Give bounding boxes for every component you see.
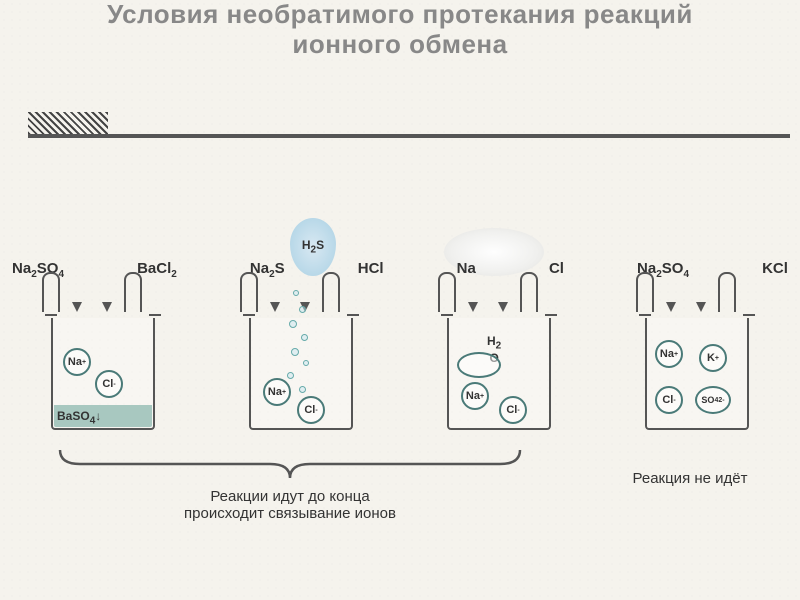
beaker-2: Na+ Cl- [230, 300, 372, 430]
beaker-row: BaSO4↓ Na+ Cl- Na+ Cl- [0, 300, 800, 430]
caption-left: Реакции идут до конца происходит связыва… [50, 488, 530, 522]
ion-cl: Cl- [297, 396, 325, 424]
title-divider [28, 134, 790, 138]
beaker-lip [243, 314, 255, 316]
reagent-3a: Na [457, 260, 476, 280]
beaker-3: H2O Na+ Cl- [428, 300, 570, 430]
ion-cl: Cl- [95, 370, 123, 398]
brace-icon [50, 450, 530, 480]
title-hatching [28, 112, 108, 134]
gas-label: H2S [302, 238, 324, 255]
ion-na: Na+ [461, 382, 489, 410]
ion-cl: Cl- [655, 386, 683, 414]
reagent-4b: KCl [762, 260, 788, 280]
ion-na: Na+ [263, 378, 291, 406]
caption-left-line2: происходит связывание ионов [184, 505, 396, 522]
beaker-lip [441, 314, 453, 316]
caption-right: Реакция не идёт [590, 470, 790, 487]
ion-na: Na+ [655, 340, 683, 368]
beaker-4: Na+ K+ Cl- SO42- [626, 300, 768, 430]
caption-left-line1: Реакции идут до конца [210, 488, 369, 505]
precipitate-label: BaSO4↓ [57, 409, 101, 426]
beaker-lip [45, 314, 57, 316]
reagent-row: Na2SO4 BaCl2 Na2S HCl Na Cl Na2SO4 KCl [0, 260, 800, 280]
ion-h2o-ring [457, 352, 501, 378]
beaker-lip [639, 314, 651, 316]
ion-cl: Cl- [499, 396, 527, 424]
beaker-lip [545, 314, 557, 316]
beaker-body [645, 318, 749, 430]
ion-so4: SO42- [695, 386, 731, 414]
ion-k: K+ [699, 344, 727, 372]
page-title: Условия необратимого протекания реакций … [0, 0, 800, 60]
beaker-1: BaSO4↓ Na+ Cl- [32, 300, 174, 430]
reagent-3b: Cl [549, 260, 564, 280]
reagent-2b: HCl [358, 260, 384, 280]
ion-na: Na+ [63, 348, 91, 376]
beaker-lip [743, 314, 755, 316]
reagent-1b: BaCl2 [137, 260, 177, 280]
beaker-lip [149, 314, 161, 316]
beaker-lip [347, 314, 359, 316]
